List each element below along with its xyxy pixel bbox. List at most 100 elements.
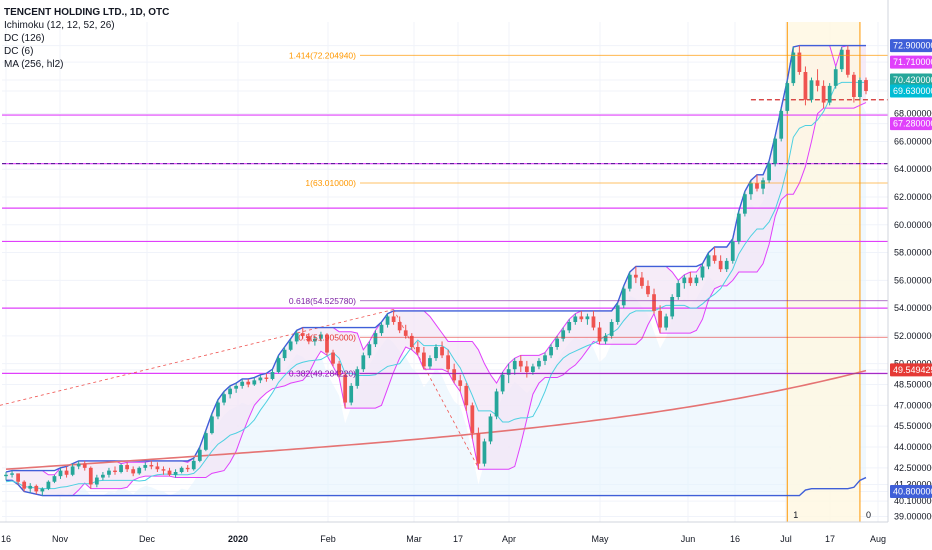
candle-body <box>216 402 220 417</box>
price-tick-label: 60.000000 <box>894 220 932 230</box>
candle-body <box>658 310 662 328</box>
candle-body <box>107 470 111 475</box>
candle-body <box>58 470 63 477</box>
price-badge <box>890 73 932 87</box>
candle-body <box>845 49 850 75</box>
price-badge-label: 67.280000 <box>893 119 932 129</box>
candle-body <box>809 80 814 100</box>
candle-body <box>373 333 378 345</box>
candle-body <box>670 297 675 317</box>
candle-body <box>688 277 693 284</box>
price-badge <box>890 39 932 53</box>
channel-fills <box>6 45 866 496</box>
candle-body <box>567 322 572 331</box>
candle-body <box>22 481 27 489</box>
time-tick-label: Nov <box>52 534 69 544</box>
candle-body <box>724 260 729 270</box>
symbol-title[interactable]: TENCENT HOLDING LTD., 1D, OTC <box>4 7 170 18</box>
candle-body <box>682 277 687 284</box>
candle-body <box>70 466 75 475</box>
candle-body <box>549 347 553 356</box>
candle-body <box>4 474 8 477</box>
candle-body <box>228 388 232 395</box>
candle-body <box>16 473 20 482</box>
price-tick-label: 48.500000 <box>894 380 932 390</box>
candle-body <box>476 433 481 464</box>
candle-body <box>34 485 39 492</box>
candle-body <box>312 338 317 342</box>
candle-body <box>101 474 105 478</box>
candle-body <box>82 463 87 468</box>
candle-body <box>367 344 372 356</box>
time-tick-label: 17 <box>453 534 463 544</box>
candle-body <box>300 333 305 336</box>
price-tick-label: 62.000000 <box>894 192 932 202</box>
candle-body <box>137 467 142 474</box>
price-badge <box>890 363 932 377</box>
candle-body <box>646 285 650 295</box>
candle-body <box>446 355 450 370</box>
fib-level-label: 0.382(49.284220) <box>289 369 356 379</box>
time-tick-label: 2020 <box>228 534 248 544</box>
chart-legend: TENCENT HOLDING LTD., 1D, OTC Ichimoku (… <box>4 6 169 71</box>
candle-body <box>325 334 329 353</box>
price-tick-label: 54.000000 <box>894 303 932 313</box>
candle-body <box>179 467 184 472</box>
price-tick-label: 66.000000 <box>894 136 932 146</box>
candle-body <box>409 335 414 347</box>
candle-body <box>64 470 69 475</box>
candle-body <box>76 463 81 467</box>
time-tick-label: 16 <box>1 534 11 544</box>
indicator-ma-256[interactable]: MA (256, hl2) <box>4 59 64 70</box>
candle-body <box>415 347 420 353</box>
time-tick-label: 16 <box>730 534 740 544</box>
candle-body <box>839 49 844 70</box>
candle-body <box>197 449 202 461</box>
price-tick-label: 52.000000 <box>894 331 932 341</box>
candle-body <box>319 334 323 339</box>
candle-body <box>185 467 190 470</box>
candle-body <box>852 74 856 97</box>
candles <box>4 45 868 496</box>
candle-body <box>143 465 148 468</box>
candle-body <box>125 465 130 470</box>
candle-body <box>749 183 753 195</box>
candle-body <box>167 470 172 475</box>
candle-body <box>494 391 499 417</box>
candle-body <box>258 377 263 381</box>
candle-body <box>428 358 432 367</box>
candle-body <box>288 341 293 350</box>
candle-body <box>52 476 57 482</box>
time-axis[interactable]: 16 Nov Dec 2020 Feb Mar 17 Apr May Jun 16 Jul 17 Aug <box>0 521 888 544</box>
indicator-dc-126[interactable]: DC (126) <box>4 33 45 44</box>
candle-body <box>119 465 123 472</box>
candle-body <box>543 355 547 361</box>
candle-body <box>694 277 699 284</box>
candle-body <box>815 80 820 86</box>
candle-body <box>488 416 493 442</box>
dc126-lower <box>6 476 867 497</box>
candle-body <box>355 369 360 386</box>
indicator-dc-6[interactable]: DC (6) <box>4 46 34 57</box>
candle-body <box>385 316 390 325</box>
candle-body <box>155 466 160 470</box>
candle-body <box>633 274 638 278</box>
candle-body <box>246 381 251 385</box>
indicator-ichimoku[interactable]: Ichimoku (12, 12, 52, 26) <box>4 20 115 31</box>
fib-labels: 1.414(72.204940) 1(63.010000) 0.618(54.525… <box>289 50 888 379</box>
candle-body <box>585 316 590 320</box>
fib-level-label: 0.5(51.905000) <box>298 332 356 342</box>
candle-body <box>222 394 226 403</box>
candle-body <box>864 80 868 92</box>
price-tick-label: 41.300000 <box>894 480 932 490</box>
candle-body <box>276 358 281 372</box>
price-badge-label: 72.900000 <box>893 41 932 51</box>
candle-body <box>779 110 784 139</box>
candle-body <box>434 347 438 359</box>
candle-body <box>627 274 632 289</box>
candle-body <box>331 352 335 364</box>
candle-body <box>403 330 408 336</box>
price-tick-label: 39.000000 <box>894 511 932 521</box>
